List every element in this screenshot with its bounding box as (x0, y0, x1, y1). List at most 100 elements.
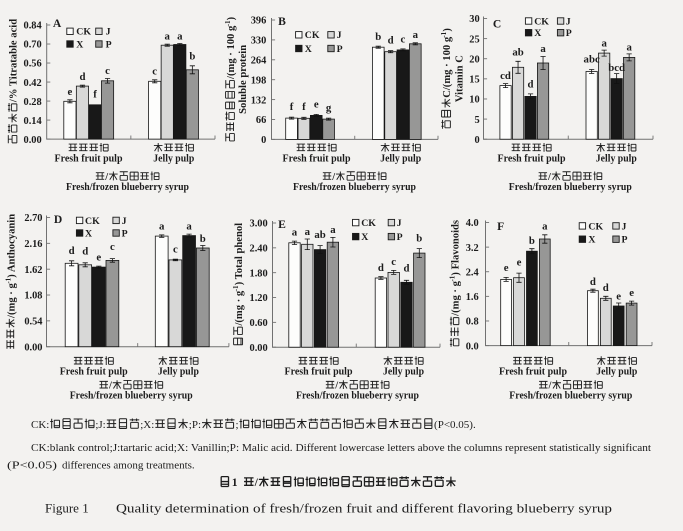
svg-text:J: J (122, 216, 127, 227)
svg-text:1.6: 1.6 (466, 292, 479, 303)
svg-text:0: 0 (261, 135, 266, 146)
svg-text:d: d (590, 276, 596, 288)
svg-text:D: D (54, 213, 62, 226)
svg-text:c: c (105, 65, 110, 77)
svg-text:(P<0.05): (P<0.05) (7, 460, 57, 472)
svg-text:/: / (331, 172, 335, 183)
svg-text:b: b (200, 233, 206, 245)
svg-text:e: e (504, 262, 509, 274)
svg-text:Jelly pulp: Jelly pulp (596, 153, 637, 165)
svg-text:a: a (540, 43, 546, 55)
svg-text:differences among treatments.: differences among treatments. (62, 460, 195, 472)
svg-text:;: ; (236, 419, 239, 431)
svg-text:a: a (305, 226, 311, 238)
svg-text:b: b (189, 50, 195, 62)
svg-text:/(mg · 100 g: /(mg · 100 g (226, 25, 237, 80)
svg-text:Jelly pulp: Jelly pulp (158, 365, 199, 377)
svg-text:0.00: 0.00 (24, 135, 42, 146)
svg-text:/% Titratable acid: /% Titratable acid (9, 19, 20, 103)
svg-text:Fresh fruit pulp: Fresh fruit pulp (285, 365, 353, 377)
svg-text:d: d (388, 35, 394, 47)
svg-text:P: P (106, 39, 112, 50)
svg-text:X: X (85, 228, 92, 239)
svg-text:198: 198 (251, 75, 267, 86)
svg-text:0.14: 0.14 (24, 116, 42, 127)
svg-text:Jelly pulp: Jelly pulp (383, 365, 424, 377)
svg-text:CK: CK (305, 30, 320, 41)
svg-text:;P:: ;P: (189, 419, 201, 431)
svg-text:1.62: 1.62 (24, 265, 42, 276)
svg-text:a: a (159, 220, 165, 232)
svg-text:Fresh fruit pulp: Fresh fruit pulp (60, 365, 128, 377)
svg-text:/: / (104, 172, 108, 183)
svg-text:0.70: 0.70 (24, 40, 42, 51)
svg-text:0.8: 0.8 (466, 317, 479, 328)
svg-text:) Flavonoids: ) Flavonoids (451, 220, 462, 276)
svg-text:Fresh fruit pulp: Fresh fruit pulp (283, 153, 351, 165)
svg-text:) Total phenol: ) Total phenol (234, 223, 245, 285)
svg-text:P: P (337, 44, 343, 55)
svg-text:f: f (302, 101, 306, 113)
svg-text:0.0: 0.0 (466, 341, 479, 352)
svg-text:-1: -1 (441, 31, 448, 37)
svg-text:CK:blank control;J:tartaric ac: CK:blank control;J:tartaric acid;X: Vani… (31, 442, 651, 454)
svg-text:Fresh fruit pulp: Fresh fruit pulp (499, 365, 567, 377)
svg-text:a: a (626, 42, 632, 54)
svg-text:X: X (361, 232, 368, 243)
svg-text:CK: CK (534, 16, 549, 27)
svg-text:E: E (278, 218, 286, 231)
svg-text:e: e (314, 98, 319, 110)
svg-text:J: J (106, 27, 111, 38)
svg-text:0.56: 0.56 (24, 59, 42, 70)
svg-text:Fresh/frozen blueberry syrup: Fresh/frozen blueberry syrup (509, 181, 632, 193)
svg-text:25: 25 (469, 34, 479, 45)
svg-text:2.70: 2.70 (24, 213, 42, 224)
svg-text:4.0: 4.0 (466, 218, 479, 229)
svg-text:d: d (603, 282, 609, 294)
svg-text:/(mg · g: /(mg · g (451, 280, 462, 316)
svg-text:-1: -1 (225, 20, 232, 26)
svg-text:/(mg · g: /(mg · g (234, 290, 245, 326)
svg-text:e: e (68, 86, 73, 98)
svg-text:Jelly pulp: Jelly pulp (596, 365, 637, 377)
svg-text:J: J (566, 16, 571, 27)
svg-text:1: 1 (232, 476, 238, 489)
svg-text:e: e (96, 251, 101, 263)
svg-text:abc: abc (584, 54, 600, 66)
svg-text:/: / (254, 476, 259, 489)
svg-text:0.42: 0.42 (24, 78, 42, 89)
svg-text:0.00: 0.00 (24, 342, 42, 353)
svg-text:396: 396 (251, 16, 267, 27)
svg-text:2.16: 2.16 (24, 239, 42, 250)
svg-text:/: / (334, 381, 338, 392)
svg-text:X: X (534, 28, 541, 39)
svg-text:) Anthocyanin: ) Anthocyanin (6, 214, 17, 278)
svg-text:f: f (93, 88, 97, 100)
svg-text:132: 132 (251, 95, 267, 106)
svg-text:X: X (588, 235, 595, 246)
svg-text:Fresh/frozen blueberry syrup: Fresh/frozen blueberry syrup (70, 390, 193, 402)
svg-text:b: b (416, 233, 422, 245)
svg-text:Fresh/frozen blueberry syrup: Fresh/frozen blueberry syrup (66, 181, 189, 193)
svg-text:-1: -1 (5, 277, 12, 283)
svg-text:(P<0.05).: (P<0.05). (434, 419, 476, 431)
svg-text:1.80: 1.80 (250, 268, 268, 279)
svg-text:a: a (165, 31, 171, 43)
svg-text:c: c (401, 33, 406, 45)
svg-text:5: 5 (474, 115, 479, 126)
svg-text:P: P (566, 28, 572, 39)
svg-text:ab: ab (314, 229, 325, 241)
svg-text:3.2: 3.2 (466, 243, 479, 254)
svg-text:Quality determination of fresh: Quality determination of fresh/frozen fr… (116, 501, 612, 516)
svg-text:d: d (378, 262, 384, 274)
svg-text:0: 0 (474, 135, 479, 146)
svg-text:30: 30 (469, 14, 479, 25)
svg-text:a: a (186, 220, 192, 232)
svg-text:/(mg · g: /(mg · g (6, 283, 17, 319)
svg-text:/: / (108, 381, 112, 392)
svg-text:Jelly pulp: Jelly pulp (153, 153, 194, 165)
svg-text:/: / (548, 381, 552, 392)
svg-text:/: / (547, 172, 551, 183)
svg-text:P: P (622, 235, 628, 246)
svg-text:Fresh/frozen blueberry syrup: Fresh/frozen blueberry syrup (293, 181, 416, 193)
